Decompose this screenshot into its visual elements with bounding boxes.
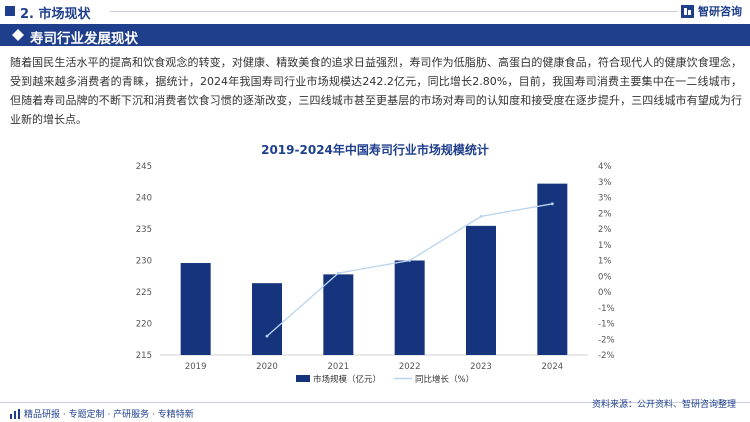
header-divider (110, 11, 678, 12)
x-tick-label: 2020 (256, 362, 278, 372)
x-tick-label: 2024 (542, 362, 564, 372)
growth-point-2024 (550, 202, 554, 206)
y-right-tick-label: -2% (598, 335, 615, 345)
growth-point-2022 (408, 259, 412, 262)
logo-icon (681, 4, 694, 18)
y-left-tick-label: 230 (136, 257, 152, 267)
section-square-icon (5, 6, 15, 16)
bar-2019 (180, 263, 211, 355)
title-banner: 寿司行业发展现状 (0, 24, 750, 47)
y-right-tick-label: 3% (598, 194, 612, 204)
growth-point-2023 (479, 215, 483, 218)
source-note: 资料来源：公开资料、智研咨询整理 (591, 400, 736, 410)
y-right-tick-label: 2% (598, 209, 612, 219)
bar-2022 (394, 260, 425, 355)
legend-bar-swatch (296, 375, 310, 382)
section-title: 2. 市场现状 (20, 7, 91, 22)
footer-divider (0, 402, 750, 403)
y-right-tick-label: 1% (598, 241, 612, 251)
y-right-tick-label: -1% (598, 304, 615, 314)
growth-point-2021 (336, 271, 340, 275)
y-right-tick-label: 1% (598, 257, 612, 267)
x-tick-label: 2022 (399, 362, 421, 372)
banner-title: 寿司行业发展现状 (30, 31, 138, 47)
y-right-tick-label: 0% (598, 288, 612, 298)
top-bar: 2. 市场现状 智研咨询 (0, 0, 750, 22)
footer-services-text: 精品研报 · 专题定制 · 产研服务 · 专精特新 (24, 410, 194, 420)
legend-line-label: 同比增长（%） (415, 374, 474, 385)
x-tick-label: 2021 (328, 362, 350, 372)
logo-text: 智研咨询 (698, 5, 742, 18)
x-tick-label: 2019 (185, 362, 207, 372)
bar-chart-icon (10, 408, 20, 419)
y-left-tick-label: 240 (136, 194, 152, 204)
x-tick-label: 2023 (470, 362, 492, 372)
y-right-tick-label: 0% (598, 272, 612, 282)
y-left-tick-label: 245 (136, 162, 152, 172)
description-paragraph: 随着国民生活水平的提高和饮食观念的转变，对健康、精致美食的追求日益强烈，寿司作为… (10, 56, 742, 126)
y-right-tick-label: -2% (598, 351, 615, 361)
bar-2021 (323, 274, 354, 355)
y-right-tick-label: -1% (598, 320, 615, 330)
y-left-tick-label: 225 (136, 288, 152, 298)
y-left-tick-label: 235 (136, 225, 152, 235)
y-left-tick-label: 215 (136, 351, 152, 361)
bar-2024 (537, 183, 568, 355)
y-left-tick-label: 220 (136, 320, 152, 330)
bar-2020 (252, 283, 282, 355)
footer-services: 精品研报 · 专题定制 · 产研服务 · 专精特新 (10, 407, 194, 420)
brand-logo: 智研咨询 (681, 3, 742, 19)
y-right-tick-label: 4% (598, 162, 612, 172)
diamond-icon (12, 29, 24, 41)
growth-point-2020 (265, 334, 269, 338)
chart-title: 2019-2024年中国寿司行业市场规模统计 (261, 143, 489, 157)
y-right-tick-label: 2% (598, 225, 612, 235)
bar-2023 (466, 225, 496, 355)
legend-bar-label: 市场规模（亿元） (313, 374, 381, 385)
y-right-tick-label: 3% (598, 178, 612, 188)
